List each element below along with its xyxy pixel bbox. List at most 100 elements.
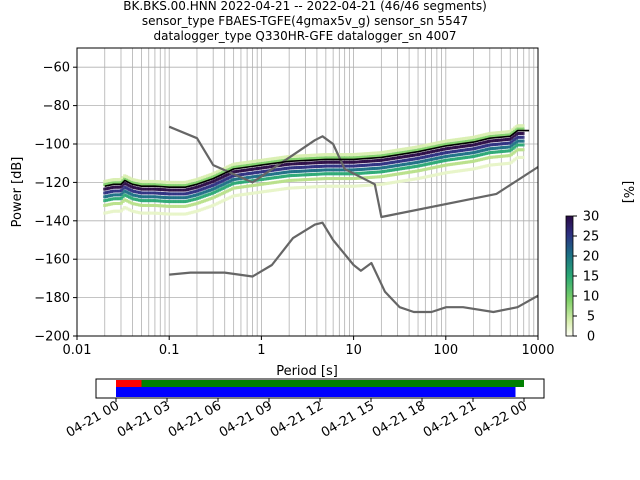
density-cell [126,187,130,191]
density-cell [504,145,508,149]
density-cell [508,145,512,149]
density-cell [199,179,203,183]
density-cell [350,184,354,188]
density-cell [443,158,447,162]
density-cell [330,160,334,164]
density-cell [119,177,123,181]
density-cell [330,172,334,176]
density-cell [154,191,158,195]
density-cell [225,173,230,177]
density-cell [176,200,180,204]
density-cell [189,179,193,183]
density-cell [453,162,457,166]
density-cell [393,152,397,156]
density-cell [413,149,417,153]
density-cell [292,166,296,170]
density-cell [436,156,440,160]
density-cell [250,160,255,164]
density-cell [313,168,318,172]
density-cell [508,133,512,137]
density-cell [358,167,362,171]
density-cell [431,173,435,177]
density-cell [282,163,286,167]
density-cell [322,168,326,172]
density-cell [189,182,193,186]
density-cell [103,195,107,199]
density-cell [159,191,163,195]
density-cell [151,203,155,207]
density-cell [229,175,233,179]
density-cell [128,176,132,180]
density-cell [269,160,273,164]
density-cell [303,154,308,158]
density-cell [474,154,479,158]
density-cell [375,170,379,174]
density-cell [147,191,152,195]
density-cell [315,177,319,181]
density-cell [413,157,417,161]
density-cell [255,183,260,187]
density-cell [141,191,145,195]
density-cell [310,172,314,176]
density-cell [196,193,200,197]
density-cell [400,147,404,151]
density-cell [225,189,230,193]
density-cell [113,197,117,201]
density-cell [473,135,477,139]
density-cell [194,185,198,189]
density-cell [298,154,303,158]
density-cell [411,170,416,174]
density-cell [376,170,381,174]
density-cell [433,149,437,153]
density-cell [307,161,311,165]
density-cell [358,155,362,159]
density-cell [182,184,187,188]
grid [76,48,538,337]
density-cell [405,162,409,166]
density-cell [406,178,411,182]
density-cell [403,147,407,151]
density-cell [471,167,475,171]
density-cell [176,204,180,208]
density-cell [186,188,190,192]
density-cell [415,169,419,173]
density-cell [501,162,505,166]
density-cell [506,154,510,158]
density-cell [249,171,253,175]
density-cell [328,164,333,168]
density-cell [363,159,367,163]
density-cell [252,171,256,175]
density-cell [428,174,432,178]
density-cell [167,188,172,192]
density-cell [428,158,432,162]
density-cell [149,179,153,183]
density-cell [277,167,281,171]
density-cell [220,199,225,203]
density-cell [327,156,331,160]
density-cell [453,141,457,145]
density-cell [453,146,457,150]
density-cell [126,194,130,198]
timeline-tick-label: 04-21 12 [268,398,326,440]
density-cell [179,212,183,216]
density-cell [431,149,435,153]
colorbar-tick-label: 5 [587,310,595,325]
density-cell [521,124,525,128]
density-cell [230,182,235,186]
density-cell [177,180,182,184]
density-cell [134,190,138,194]
density-cell [169,200,173,204]
density-cell [270,176,274,180]
density-cell [249,160,253,164]
density-cell [216,201,220,205]
density-cell [327,168,331,172]
density-cell [420,159,424,163]
density-cell [501,142,505,146]
density-cell [229,195,233,199]
density-cell [156,195,160,199]
density-cell [504,154,508,158]
density-cell [174,180,178,184]
density-cell [370,151,374,155]
x-tick-label: 0.1 [159,343,180,358]
density-cell [357,152,361,156]
